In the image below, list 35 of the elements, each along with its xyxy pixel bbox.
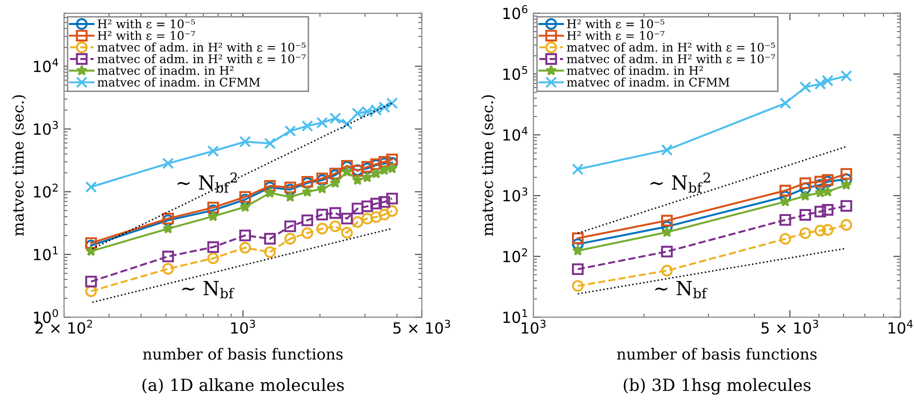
y-axis-title: matvec time (sec.): [12, 95, 26, 236]
x-axis-title: number of basis functions: [143, 348, 343, 360]
legend-label: matvec of inadm. in CFMM: [566, 77, 730, 87]
legend-label: matvec of inadm. in H²: [566, 66, 703, 75]
legend-label: H² with ε = 10⁻⁷: [567, 30, 664, 40]
x-axis-title: number of basis functions: [616, 348, 817, 360]
y-tick-label: 10$^{1}$: [34, 246, 58, 260]
legend-label: H² with ε = 10⁻⁵: [98, 19, 195, 28]
y-tick-label: 10$^{5}$: [503, 66, 528, 80]
legend-label: matvec of adm. in H² with ε = 10⁻⁵: [566, 42, 775, 52]
y-tick-label: 10$^{3}$: [503, 188, 528, 202]
annotation: ∼ N$_{bf}$$^{2}$: [178, 172, 237, 193]
y-tick-label: 10$^{3}$: [34, 120, 58, 135]
legend-label: matvec of adm. in H² with ε = 10⁻⁵: [98, 42, 306, 52]
y-tick-label: 10$^{4}$: [34, 58, 58, 72]
y-axis-title: matvec time (sec.): [481, 95, 496, 236]
text: (b) 3D 1hsg molecules: [624, 378, 811, 395]
y-tick-label: 10$^{6}$: [503, 5, 528, 20]
legend-label: matvec of adm. in H² with ε = 10⁻⁷: [98, 54, 306, 64]
annotation: ∼ N$_{bf}$: [655, 280, 708, 298]
y-tick-label: 10$^{2}$: [34, 184, 58, 198]
annotation: ∼ N$_{bf}$: [182, 280, 234, 298]
legend-label: matvec of adm. in H² with ε = 10⁻⁷: [566, 54, 776, 64]
y-tick-label: 10$^{2}$: [503, 248, 528, 262]
x-tick-label: 5 × 10$^{3}$: [393, 320, 450, 334]
legend-label: H² with ε = 10⁻⁷: [98, 30, 196, 40]
legend-label: H² with ε = 10⁻⁵: [567, 19, 664, 28]
x-tick-label: 10$^{4}$: [888, 320, 913, 334]
x-tick-label: 5 × 10$^{3}$: [762, 320, 818, 334]
text: (a) 1D alkane molecules: [142, 378, 344, 394]
y-tick-label: 10$^{4}$: [503, 126, 528, 141]
annotation: ∼ N$_{bf}$$^{2}$: [650, 172, 710, 193]
legend-label: matvec of inadm. in H²: [98, 66, 234, 75]
x-tick-label: 10$^{3}$: [231, 320, 256, 334]
legend-label: matvec of inadm. in CFMM: [98, 77, 260, 87]
